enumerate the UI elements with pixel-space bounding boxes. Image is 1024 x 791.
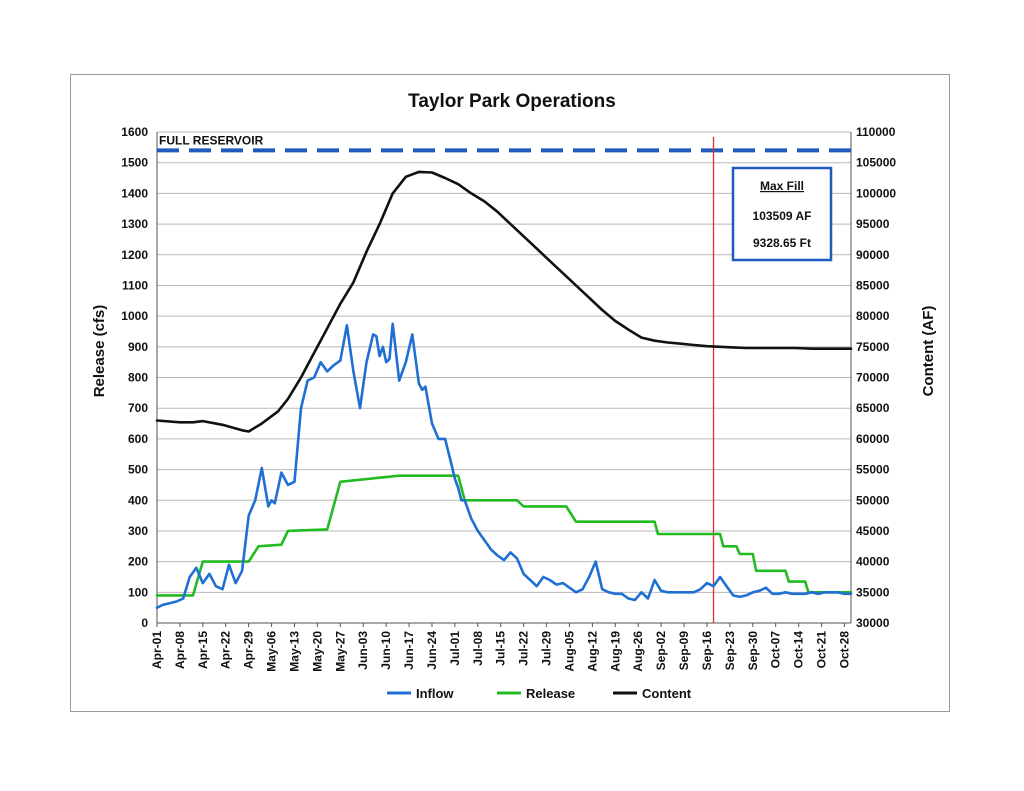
series-line-inflow [155, 322, 853, 610]
y-tick-label-left: 1000 [121, 309, 148, 323]
series-layer [155, 170, 853, 610]
y-tick-label-right: 65000 [856, 401, 890, 415]
y-tick-label-right: 100000 [856, 186, 896, 200]
legend-label-release: Release [526, 686, 575, 701]
x-tick-label: May-06 [265, 631, 279, 672]
y-tick-label-left: 1100 [122, 278, 148, 292]
y-tick-label-right: 50000 [856, 493, 890, 507]
x-tick-label: Aug-12 [585, 631, 599, 672]
x-tick-label: Aug-19 [608, 631, 622, 672]
x-tick-label: Jun-24 [425, 631, 439, 670]
legend-label-content: Content [642, 686, 692, 701]
x-tick-label: Sep-23 [723, 631, 737, 671]
x-tick-label: Aug-26 [631, 631, 645, 672]
max-fill-title: Max Fill [760, 179, 804, 193]
chart-frame: Taylor Park Operations Release (cfs) Con… [70, 74, 950, 712]
x-tick-label: Jun-10 [379, 631, 393, 670]
x-tick-label: Jul-29 [540, 631, 554, 666]
chart-svg: Taylor Park Operations Release (cfs) Con… [91, 91, 937, 701]
x-tick-label: Sep-09 [677, 631, 691, 671]
x-tick-label: Jul-01 [448, 631, 462, 666]
y-tick-label-left: 0 [141, 616, 148, 630]
axis-layer: 0 100 200 300 400 500 600 700 800 900 1000 1100 1200… [121, 125, 896, 672]
y-tick-label-left: 1400 [121, 186, 148, 200]
y-tick-label-left: 1200 [121, 248, 148, 262]
x-tick-label: Oct-14 [792, 631, 806, 669]
x-tick-label: Sep-30 [746, 631, 760, 671]
y-axis-label-left: Release (cfs) [91, 305, 108, 398]
y-tick-label-right: 75000 [856, 340, 890, 354]
max-fill-box: Max Fill 103509 AF 9328.65 Ft [731, 166, 833, 262]
x-tick-label: Oct-21 [815, 631, 829, 669]
y-tick-label-right: 85000 [856, 278, 890, 292]
y-tick-label-right: 55000 [856, 463, 890, 477]
x-tick-label: Oct-07 [769, 631, 783, 669]
legend: Inflow Release Content [387, 686, 692, 701]
x-tick-label: Jul-08 [471, 631, 485, 666]
x-tick-label: Apr-08 [173, 631, 187, 669]
y-tick-label-left: 1600 [121, 125, 148, 139]
y-tick-label-right: 60000 [856, 432, 890, 446]
y-tick-label-right: 105000 [856, 156, 896, 170]
reference-layer: FULL RESERVOIR [157, 133, 851, 623]
y-tick-label-right: 35000 [856, 585, 890, 599]
x-tick-label: Jul-15 [494, 631, 508, 666]
y-tick-label-left: 300 [128, 524, 148, 538]
legend-label-inflow: Inflow [416, 686, 454, 701]
y-tick-label-right: 45000 [856, 524, 890, 538]
y-tick-label-left: 1300 [121, 217, 148, 231]
chart-title: Taylor Park Operations [408, 91, 616, 112]
x-tick-label: Apr-22 [219, 631, 233, 669]
x-tick-label: Apr-29 [242, 631, 256, 669]
y-tick-label-right: 80000 [856, 309, 890, 323]
y-tick-label-left: 600 [128, 432, 148, 446]
x-tick-label: Jun-17 [402, 631, 416, 670]
y-tick-label-right: 30000 [856, 616, 890, 630]
y-tick-label-right: 95000 [856, 217, 890, 231]
max-fill-af: 103509 AF [753, 209, 812, 223]
y-axis-label-right: Content (AF) [920, 306, 937, 397]
series-line-content [155, 170, 853, 433]
x-tick-label: Jul-22 [517, 631, 531, 666]
y-tick-label-right: 110000 [856, 125, 896, 139]
x-tick-label: Sep-16 [700, 631, 714, 671]
y-tick-label-left: 800 [128, 371, 148, 385]
y-tick-label-left: 200 [128, 555, 148, 569]
y-tick-label-right: 40000 [856, 555, 890, 569]
x-tick-label: Apr-01 [150, 631, 164, 669]
x-tick-label: Sep-02 [654, 631, 668, 671]
x-tick-label: Jun-03 [356, 631, 370, 670]
y-tick-label-left: 400 [128, 493, 148, 507]
y-tick-label-left: 700 [128, 401, 148, 415]
x-tick-label: Aug-05 [562, 631, 576, 672]
y-tick-label-right: 90000 [856, 248, 890, 262]
y-tick-label-left: 900 [128, 340, 148, 354]
y-tick-label-left: 1500 [121, 156, 148, 170]
x-tick-label: May-20 [310, 631, 324, 672]
full-reservoir-label: FULL RESERVOIR [159, 133, 264, 147]
max-fill-ft: 9328.65 Ft [753, 236, 811, 250]
y-tick-label-right: 70000 [856, 371, 890, 385]
series-line-release [155, 474, 853, 597]
x-tick-label: Apr-15 [196, 631, 210, 669]
y-tick-label-left: 500 [128, 463, 148, 477]
x-tick-label: Oct-28 [837, 631, 851, 669]
x-tick-label: May-27 [333, 631, 347, 672]
max-fill-box-border [731, 166, 833, 262]
x-tick-label: May-13 [287, 631, 301, 672]
y-tick-label-left: 100 [128, 585, 148, 599]
